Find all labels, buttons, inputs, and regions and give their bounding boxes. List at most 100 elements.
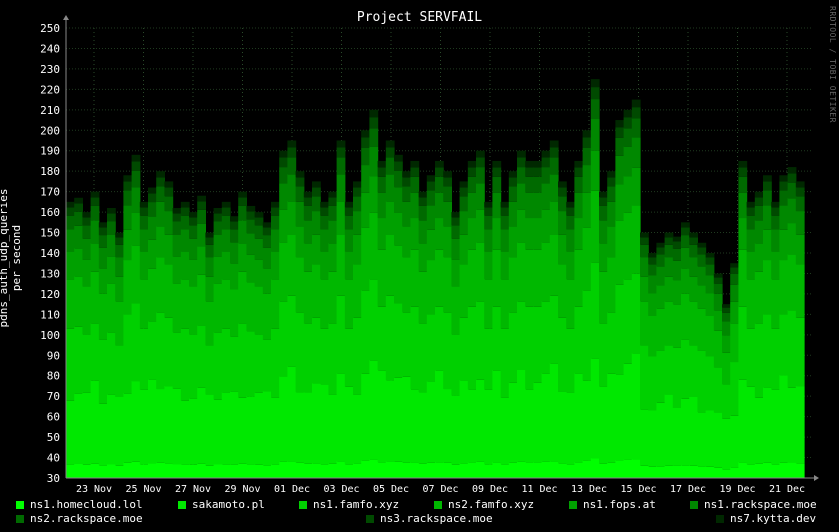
data-bar-segment: [705, 293, 715, 316]
data-bar-segment: [508, 186, 518, 202]
data-bar-segment: [156, 201, 165, 227]
data-bar-segment: [705, 264, 715, 276]
data-bar-segment: [172, 221, 182, 235]
data-bar-segment: [435, 218, 444, 250]
data-bar-segment: [66, 201, 75, 208]
data-bar-segment: [541, 373, 551, 462]
data-bar-segment: [410, 462, 420, 478]
data-bar-segment: [582, 130, 592, 138]
data-bar-segment: [279, 157, 288, 168]
data-bar-segment: [197, 325, 206, 388]
data-bar-segment: [558, 264, 567, 318]
data-bar-segment: [705, 356, 715, 411]
data-bar-segment: [139, 229, 149, 252]
legend-item: ns1.rackspace.moe: [690, 498, 817, 511]
data-bar-segment: [254, 212, 264, 218]
data-bar-segment: [467, 176, 477, 193]
data-bar-segment: [361, 137, 370, 148]
data-bar-segment: [74, 203, 83, 212]
data-bar-segment: [197, 274, 206, 326]
data-bar-segment: [607, 201, 616, 227]
data-bar-segment: [730, 284, 739, 302]
data-bar-segment: [558, 187, 567, 197]
data-bar-segment: [640, 465, 649, 478]
data-bar-segment: [238, 271, 247, 324]
data-bar-segment: [681, 465, 690, 478]
data-bar-segment: [631, 167, 641, 206]
data-bar-segment: [369, 146, 379, 177]
legend-label: ns1.famfo.xyz: [313, 498, 400, 511]
data-bar-segment: [664, 276, 674, 302]
data-bar-segment: [344, 229, 354, 252]
data-bar-segment: [254, 259, 264, 287]
data-bar-segment: [722, 352, 731, 385]
data-bar-segment: [377, 167, 387, 177]
data-bar-segment: [656, 242, 666, 248]
data-bar-segment: [730, 362, 739, 416]
data-bar-segment: [689, 237, 698, 245]
data-bar-segment: [566, 392, 575, 465]
data-bar-segment: [664, 465, 674, 478]
data-bar-segment: [246, 205, 256, 212]
data-bar-segment: [131, 461, 141, 478]
data-bar-segment: [508, 177, 518, 187]
data-bar-segment: [746, 251, 756, 280]
data-bar-segment: [336, 201, 346, 235]
data-bar-segment: [484, 201, 493, 208]
data-bar-segment: [197, 387, 206, 464]
data-bar-segment: [189, 212, 198, 218]
data-bar-segment: [254, 464, 264, 478]
data-bar-segment: [180, 251, 190, 280]
data-bar-segment: [328, 271, 338, 324]
data-bar-segment: [623, 109, 633, 118]
data-bar-segment: [189, 238, 198, 260]
y-tick-label: 90: [47, 349, 60, 362]
data-bar-segment: [402, 462, 411, 478]
data-bar-segment: [385, 295, 395, 381]
data-bar-segment: [205, 345, 215, 395]
data-bar-segment: [443, 389, 452, 463]
data-bar-segment: [254, 392, 264, 465]
data-bar-segment: [451, 395, 461, 465]
data-bar-segment: [713, 412, 723, 468]
data-bar-segment: [435, 306, 444, 371]
data-bar-segment: [336, 147, 346, 158]
data-bar-segment: [353, 463, 362, 478]
data-bar-segment: [599, 243, 608, 272]
data-bar-segment: [771, 328, 780, 390]
data-bar-segment: [98, 222, 108, 228]
data-bar-segment: [295, 392, 305, 463]
data-bar-segment: [361, 373, 370, 461]
data-bar-segment: [418, 323, 428, 393]
data-bar-segment: [508, 171, 518, 178]
data-bar-segment: [476, 461, 485, 478]
data-bar-segment: [353, 196, 362, 212]
data-bar-segment: [295, 177, 305, 187]
data-bar-segment: [123, 175, 133, 182]
data-bar-segment: [115, 301, 124, 346]
data-bar-segment: [98, 339, 108, 404]
data-bar-segment: [131, 303, 141, 382]
data-bar-segment: [754, 191, 764, 198]
legend-item: ns1.famfo.xyz: [299, 498, 399, 511]
data-bar-segment: [722, 469, 731, 478]
data-bar-segment: [697, 412, 707, 467]
legend-label: ns7.kytta.dev: [730, 512, 817, 525]
data-bar-segment: [74, 248, 83, 277]
data-bar-segment: [369, 360, 379, 460]
data-bar-segment: [500, 464, 510, 478]
data-bar-segment: [344, 464, 354, 478]
data-bar-segment: [500, 328, 510, 398]
data-bar-segment: [295, 171, 305, 178]
data-bar-segment: [320, 207, 329, 216]
data-bar-segment: [66, 229, 75, 252]
data-bar-segment: [771, 201, 780, 208]
data-bar-segment: [656, 350, 666, 403]
data-bar-segment: [180, 464, 190, 478]
data-bar-segment: [148, 268, 157, 322]
data-bar-segment: [361, 165, 370, 193]
data-bar-segment: [451, 464, 461, 478]
data-bar-segment: [689, 465, 698, 478]
data-bar-segment: [508, 462, 518, 478]
y-tick-label: 100: [40, 329, 60, 342]
